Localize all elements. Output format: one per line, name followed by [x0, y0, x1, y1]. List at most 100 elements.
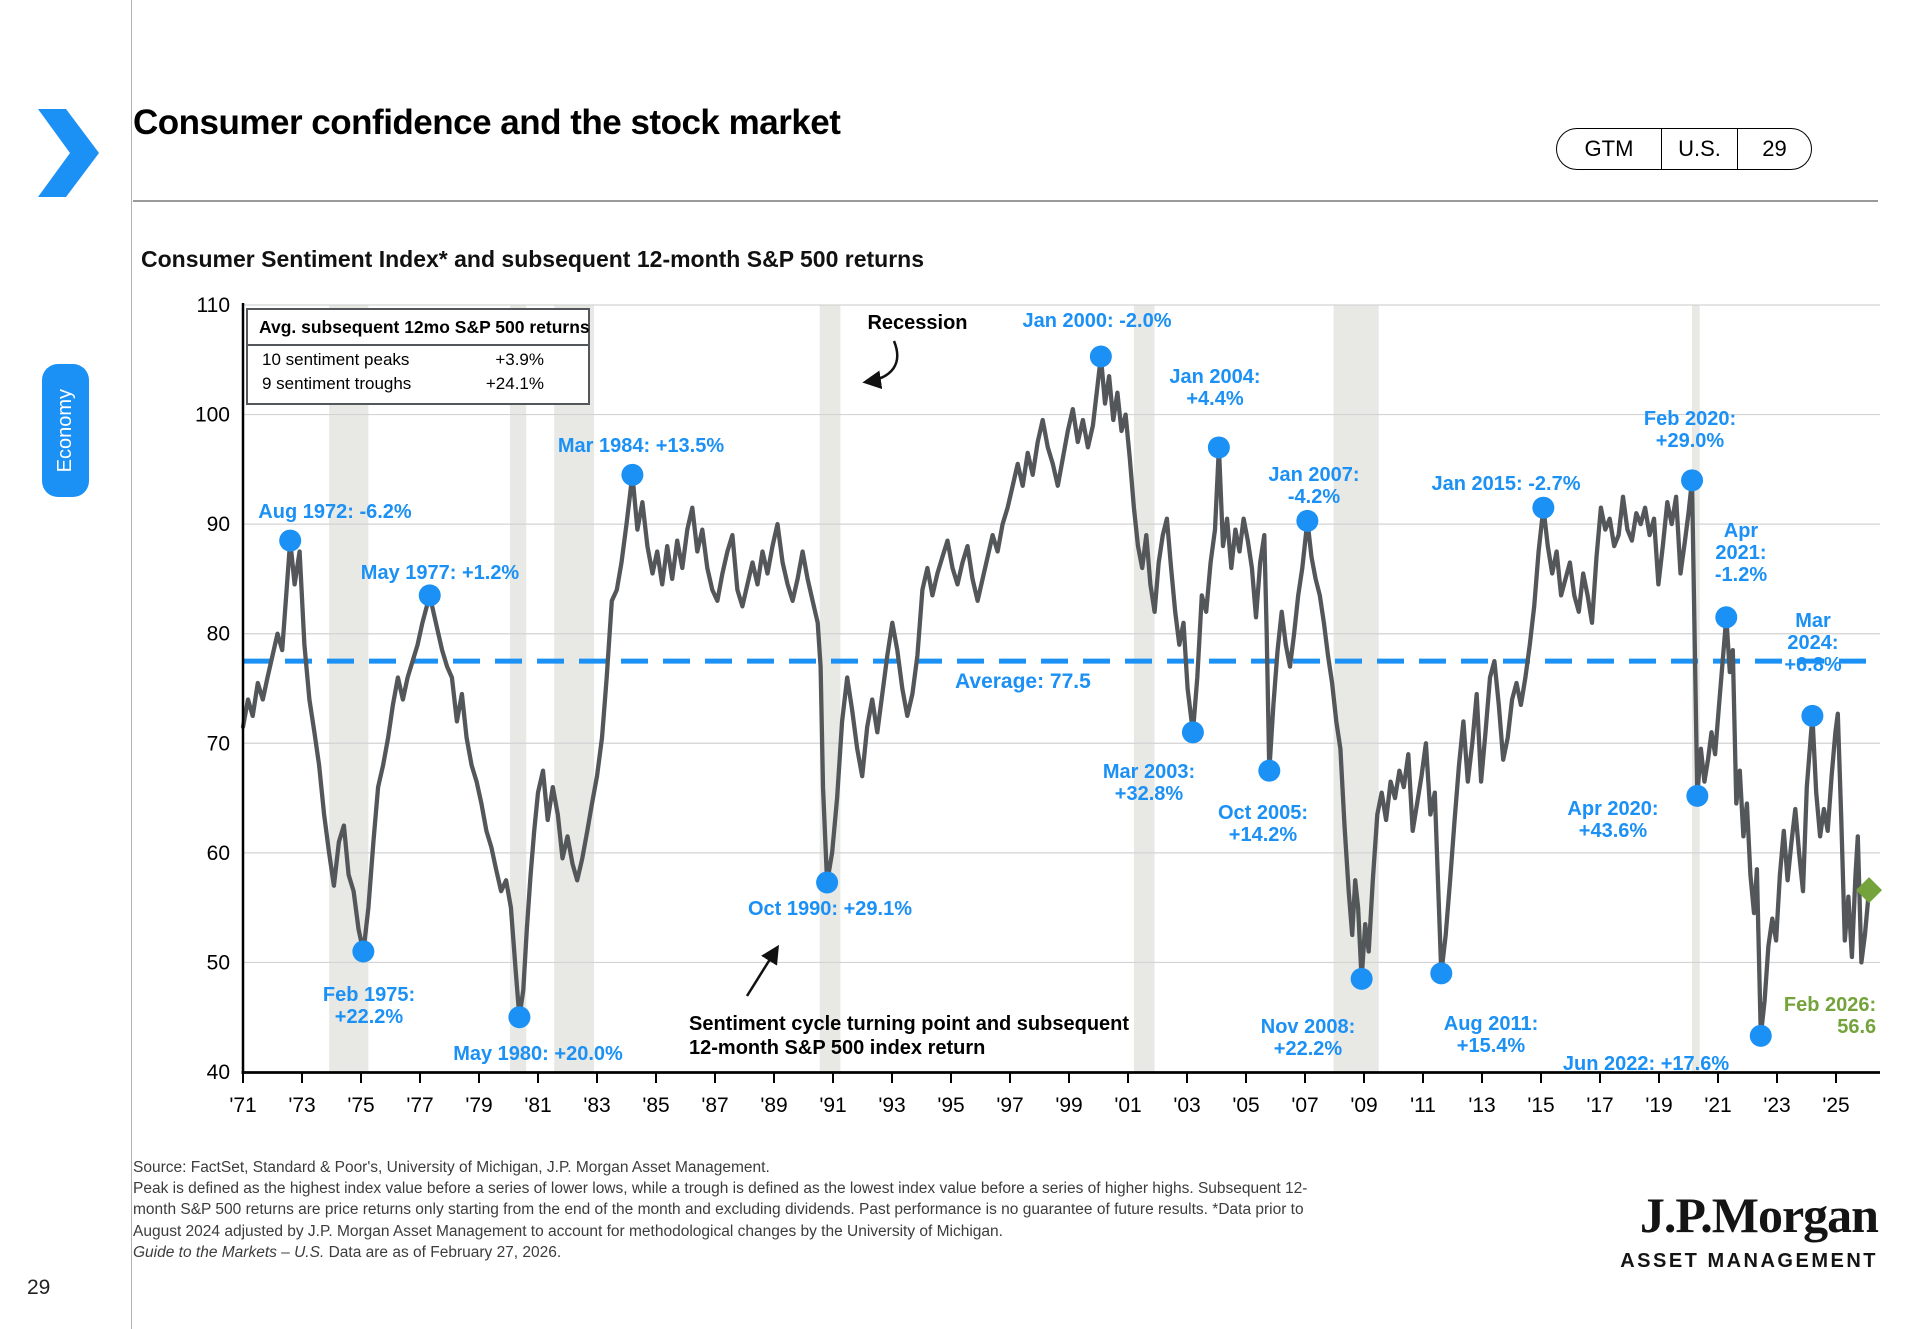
x-tick-label: '03	[1173, 1094, 1200, 1117]
x-tick-label: '87	[701, 1094, 728, 1117]
sentiment-series-line	[240, 354, 1872, 1038]
chart-title: Consumer Sentiment Index* and subsequent…	[141, 246, 925, 272]
peak-dot	[1681, 469, 1704, 492]
header-rule	[133, 200, 1878, 202]
x-tick-label: '07	[1291, 1094, 1318, 1117]
footnote-gtm-line: Guide to the Markets – U.S. Data are as …	[133, 1242, 1318, 1263]
trough-annotation: Nov 2008: +22.2%	[1260, 1016, 1356, 1060]
x-tick-label: '15	[1527, 1094, 1554, 1117]
gtm-pill-region: U.S.	[1661, 129, 1737, 169]
footnote-body: Peak is defined as the highest index val…	[133, 1180, 1308, 1240]
peak-annotation: May 1977: +1.2%	[360, 562, 520, 584]
y-tick-label: 50	[207, 951, 230, 974]
turning-point-note: Sentiment cycle turning point and subseq…	[689, 1013, 1130, 1059]
trough-dot	[1350, 967, 1373, 990]
x-tick-label: '97	[996, 1094, 1023, 1117]
peak-dot	[279, 529, 302, 552]
peak-dot	[1801, 704, 1824, 727]
y-tick-label: 100	[195, 404, 230, 427]
recession-band	[1333, 305, 1379, 1072]
marker-dots	[279, 345, 1883, 1047]
peak-dot	[418, 584, 441, 607]
peak-annotation: Jan 2015: -2.7%	[1431, 473, 1581, 495]
trough-annotation: Feb 1975: +22.2%	[322, 984, 416, 1028]
gtm-pill: GTM U.S. 29	[1556, 128, 1812, 170]
peak-annotation: Mar 1984: +13.5%	[557, 435, 725, 457]
x-tick-label: '95	[937, 1094, 964, 1117]
y-tick-label: 60	[207, 842, 230, 865]
axes	[241, 303, 1880, 1083]
trough-dot	[1686, 784, 1709, 807]
jpmorgan-logo: J.P.Morgan ASSET MANAGEMENT	[1620, 1187, 1879, 1273]
trough-dot	[1430, 962, 1453, 985]
peak-dot	[1715, 606, 1738, 629]
peak-dot	[621, 463, 644, 486]
y-tick-label: 70	[207, 732, 230, 755]
peak-annotation: Feb 2020: +29.0%	[1643, 408, 1737, 452]
footnote-gtm-rest: Data are as of February 27, 2026.	[324, 1243, 562, 1261]
trough-dot	[1258, 759, 1281, 782]
peak-dot	[1089, 345, 1112, 368]
current-annotation: Feb 2026: 56.6	[1783, 994, 1877, 1038]
sentiment-chart: 40 50 60 70 80 90 100 110 '71 '73 '75 '77 '79 '81 '83 '…	[195, 294, 1883, 1117]
trough-dot	[1749, 1024, 1772, 1047]
jpmorgan-wordmark: J.P.Morgan	[1639, 1187, 1879, 1243]
y-tick-label: 110	[197, 294, 230, 317]
footnote-source: Source: FactSet, Standard & Poor's, Univ…	[133, 1159, 770, 1176]
footnote: Source: FactSet, Standard & Poor's, Univ…	[133, 1157, 1318, 1263]
x-tick-label: '17	[1586, 1094, 1613, 1117]
x-tick-label: '21	[1704, 1094, 1731, 1117]
x-tick-label: '11	[1410, 1094, 1436, 1117]
x-tick-label: '13	[1468, 1094, 1495, 1117]
sentiment-line	[240, 354, 1872, 1038]
x-tick-label: '23	[1763, 1094, 1790, 1117]
peak-dot	[1532, 496, 1555, 519]
trough-dot	[508, 1006, 531, 1029]
gridlines	[243, 304, 1880, 964]
x-tick-label: '77	[406, 1094, 433, 1117]
trough-annotation: Apr 2020: +43.6%	[1567, 798, 1659, 842]
legend-box: Avg. subsequent 12mo S&P 500 returns 10 …	[246, 308, 590, 405]
x-tick-label: '91	[819, 1094, 846, 1117]
y-tick-label: 80	[207, 623, 230, 646]
recession-band	[554, 305, 595, 1072]
trough-annotation: Oct 1990: +29.1%	[748, 898, 912, 920]
x-tick-label: '19	[1645, 1094, 1672, 1117]
jpmorgan-subtitle: ASSET MANAGEMENT	[1620, 1250, 1878, 1272]
x-tick-label: '79	[465, 1094, 492, 1117]
peak-annotation: Mar 2024: +6.8%	[1784, 610, 1842, 676]
peak-annotation: Apr 2021: -1.2%	[1714, 520, 1768, 586]
x-tick-label: '01	[1114, 1094, 1141, 1117]
legend-row-label: 9 sentiment troughs	[262, 374, 412, 393]
recession-band	[1133, 305, 1155, 1072]
peak-dot	[1296, 509, 1319, 532]
peak-annotation: Aug 1972: -6.2%	[258, 501, 412, 523]
sidebar-tab-label: Economy	[54, 388, 76, 473]
axis-labels: 40 50 60 70 80 90 100 110 '71 '73 '75 '77 '79 '81 '83 '…	[195, 294, 1850, 1117]
page-number: 29	[27, 1276, 51, 1299]
gtm-pill-page: 29	[1737, 129, 1811, 169]
peak-annotation: Jan 2004: +4.4%	[1169, 366, 1261, 410]
peak-annotation: Jan 2000: -2.0%	[1022, 310, 1172, 332]
x-tick-label: '05	[1232, 1094, 1259, 1117]
current-diamond	[1856, 877, 1883, 904]
trough-annotation: Aug 2011: +15.4%	[1443, 1013, 1539, 1057]
trough-annotation: Jun 2022: +17.6%	[1562, 1053, 1730, 1075]
peak-dot	[1207, 436, 1230, 459]
gtm-pill-gtm: GTM	[1584, 136, 1634, 161]
legend-row-value: +3.9%	[495, 350, 544, 369]
trough-annotation: Mar 2003: +32.8%	[1102, 761, 1196, 805]
x-tick-label: '99	[1055, 1094, 1082, 1117]
recession-band	[509, 305, 527, 1072]
trough-dot	[1181, 721, 1204, 744]
peak-annotation: Jan 2007: -4.2%	[1268, 464, 1360, 508]
y-tick-label: 90	[207, 513, 230, 536]
sidebar-tab-economy[interactable]: Economy	[42, 364, 89, 497]
recession-pointer-arrow	[862, 340, 899, 390]
legend-row-value: +24.1%	[485, 374, 544, 393]
trough-dot	[352, 940, 375, 963]
turning-point-arrow	[745, 944, 779, 997]
x-tick-label: '71	[229, 1094, 256, 1117]
recession-label: Recession	[867, 312, 968, 334]
